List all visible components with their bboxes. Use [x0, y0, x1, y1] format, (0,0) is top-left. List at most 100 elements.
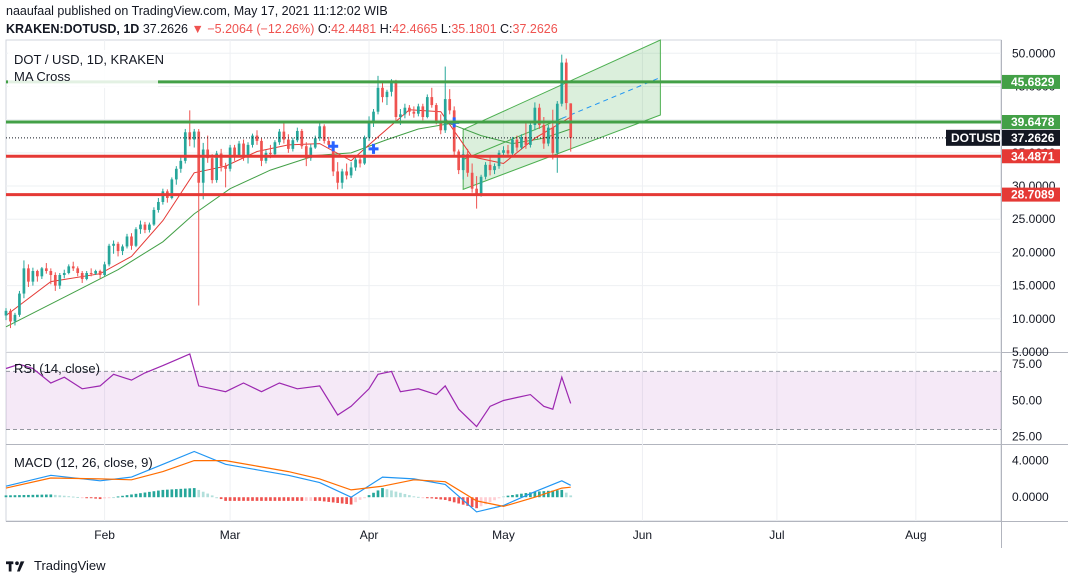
candle: [546, 124, 550, 147]
macd-histogram-bar: [62, 495, 66, 498]
close-label: C:: [500, 22, 513, 36]
candle-body: [36, 271, 39, 277]
candle: [9, 308, 12, 329]
macd-histogram-bar: [31, 494, 35, 498]
x-tick-label: Jul: [769, 528, 784, 542]
last-price-label: 37.2626: [1011, 131, 1055, 145]
candle-body: [538, 107, 541, 125]
macd-histogram-bar: [322, 497, 326, 502]
macd-histogram-bar: [98, 497, 102, 500]
candle: [219, 148, 223, 172]
candle: [36, 269, 39, 282]
candle-body: [112, 243, 115, 246]
candle: [206, 135, 210, 163]
macd-histogram-bar: [215, 497, 218, 499]
macd-histogram-bar: [425, 497, 429, 499]
last-price: 37.2626: [142, 22, 189, 36]
macd-histogram-bar: [354, 497, 357, 503]
rsi-tick-label: 50.00: [1012, 393, 1042, 407]
candle: [228, 144, 232, 172]
macd-histogram-bar: [529, 492, 532, 498]
candle-body: [157, 201, 160, 210]
candle-body: [174, 168, 178, 180]
macd-histogram-bar: [358, 497, 362, 500]
candle-body: [493, 166, 496, 171]
macd-histogram-bar: [470, 497, 474, 508]
candle: [183, 128, 187, 164]
candle-body: [502, 150, 505, 153]
macd-histogram-bar: [367, 495, 371, 498]
rsi-tick-label: 75.00: [1012, 357, 1042, 371]
candle: [179, 156, 183, 173]
candle: [363, 135, 366, 165]
macd-histogram-bar: [85, 497, 89, 499]
candle: [210, 154, 214, 184]
macd-histogram-bar: [318, 497, 322, 501]
candle: [94, 269, 97, 275]
macd-histogram-bar: [331, 497, 335, 503]
macd-histogram-bar: [278, 497, 281, 501]
last-price-tag: [1002, 129, 1060, 146]
candle-body: [269, 152, 272, 155]
candle-body: [542, 124, 546, 144]
candle: [143, 221, 147, 234]
candle-body: [40, 268, 44, 277]
candle: [80, 271, 84, 283]
candle-body: [399, 114, 402, 118]
macd-histogram-bar: [412, 496, 416, 498]
macd-histogram-bar: [9, 495, 12, 498]
candle: [53, 272, 57, 291]
macd-histogram-bar: [336, 497, 340, 503]
ma-cross-marker: [328, 141, 339, 152]
macd-histogram-bar: [134, 493, 138, 498]
macd-histogram-bar: [376, 490, 380, 498]
candle: [107, 243, 111, 267]
price-change: −5.2064 (−12.26%): [207, 22, 315, 36]
macd-histogram-bar: [27, 494, 30, 498]
candle: [134, 227, 138, 248]
candle-body: [31, 271, 35, 282]
tradingview-logo-icon: [6, 560, 25, 571]
candle: [139, 220, 142, 234]
macd-line: [5, 450, 571, 513]
macd-histogram-bar: [506, 495, 510, 498]
macd-histogram-bar: [53, 494, 57, 498]
candle-body: [201, 149, 205, 183]
candle-body: [206, 149, 210, 159]
candle-body: [452, 110, 456, 152]
candle-body: [349, 167, 353, 176]
rsi-tick-label: 25.00: [1012, 430, 1042, 444]
candle-body: [179, 160, 183, 169]
main-chart-title: DOT / USD, 1D, KRAKEN: [14, 52, 164, 67]
candle: [475, 176, 478, 209]
level-price-label: 34.4871: [1011, 149, 1055, 163]
candle-body: [304, 146, 308, 159]
candle-body: [237, 143, 241, 156]
candle: [448, 89, 452, 115]
candle: [520, 134, 523, 150]
candle-body: [94, 271, 97, 274]
candle-body: [470, 172, 474, 189]
legend-backdrop: [8, 50, 158, 88]
candle-body: [251, 135, 254, 145]
candle: [49, 268, 53, 285]
candle-body: [98, 271, 102, 275]
y-tick-label: 20.0000: [1012, 245, 1056, 259]
candle-body: [408, 107, 411, 112]
candle-body: [121, 246, 124, 252]
candle-body: [300, 130, 304, 147]
candle-body: [27, 268, 30, 282]
candle-body: [219, 153, 223, 167]
candle-body: [434, 105, 438, 121]
candle-body: [4, 310, 8, 316]
candle-body: [394, 82, 398, 118]
candle: [304, 142, 308, 167]
candle: [148, 222, 151, 233]
level-price-tag: [1002, 187, 1060, 202]
macd-histogram-bar: [394, 491, 398, 498]
candle-body: [287, 139, 290, 149]
macd-histogram-bar: [206, 493, 210, 498]
macd-histogram-bar: [13, 495, 17, 498]
candle: [58, 273, 62, 289]
candle-body: [385, 91, 389, 98]
